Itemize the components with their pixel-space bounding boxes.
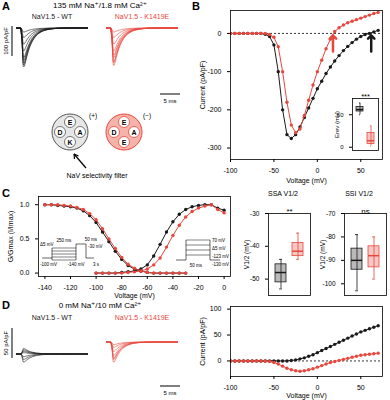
svg-text:E: E bbox=[122, 139, 127, 146]
svg-text:0: 0 bbox=[218, 30, 222, 37]
svg-text:-200: -200 bbox=[207, 106, 221, 113]
svg-text:E: E bbox=[122, 119, 127, 126]
svg-text:K: K bbox=[67, 139, 72, 146]
html-text:135 mM Na⁺/1.8 mM Ca²⁺: 135 mM Na⁺/1.8 mM Ca²⁺ bbox=[53, 1, 147, 10]
svg-text:50 pA/pF: 50 pA/pF bbox=[3, 330, 9, 355]
svg-text:-50: -50 bbox=[269, 167, 279, 174]
svg-text:0: 0 bbox=[315, 384, 319, 391]
svg-text:50: 50 bbox=[214, 331, 222, 338]
svg-text:G/Gmax (I/Imax): G/Gmax (I/Imax) bbox=[7, 211, 15, 263]
svg-text:-20: -20 bbox=[193, 284, 203, 291]
svg-text:-100 mV: -100 mV bbox=[40, 262, 57, 267]
svg-text:3 s: 3 s bbox=[93, 262, 100, 267]
svg-text:(−): (−) bbox=[143, 112, 151, 120]
svg-text:50: 50 bbox=[357, 167, 365, 174]
svg-text:0: 0 bbox=[222, 284, 226, 291]
svg-text:-90: -90 bbox=[326, 256, 336, 263]
svg-text:Current (pA/pF): Current (pA/pF) bbox=[199, 317, 207, 366]
html-text:A: A bbox=[2, 0, 10, 12]
html-text:SSI V1/2: SSI V1/2 bbox=[345, 190, 373, 197]
svg-text:-100: -100 bbox=[223, 384, 237, 391]
svg-text:ns: ns bbox=[361, 207, 369, 216]
svg-text:250 ms: 250 ms bbox=[57, 238, 73, 243]
svg-text:-140 mV: -140 mV bbox=[67, 262, 84, 267]
html-text:D: D bbox=[2, 299, 10, 311]
svg-text:Voltage (mV): Voltage (mV) bbox=[286, 177, 326, 185]
svg-text:Voltage (mV): Voltage (mV) bbox=[114, 292, 154, 300]
svg-text:D: D bbox=[111, 129, 116, 136]
svg-text:Voltage (mV): Voltage (mV) bbox=[286, 392, 326, 400]
svg-text:-80: -80 bbox=[326, 233, 336, 240]
svg-text:0: 0 bbox=[218, 357, 222, 364]
svg-text:D: D bbox=[57, 129, 62, 136]
html-text:NaV1.5 - WT: NaV1.5 - WT bbox=[31, 314, 73, 321]
svg-text:-123 mV: -123 mV bbox=[212, 254, 229, 259]
svg-text:Δ5 mV: Δ5 mV bbox=[212, 246, 226, 251]
svg-text:-70: -70 bbox=[326, 210, 336, 217]
svg-text:-100: -100 bbox=[322, 280, 335, 287]
svg-text:100 pA/pF: 100 pA/pF bbox=[3, 27, 9, 55]
svg-text:-50: -50 bbox=[250, 275, 260, 282]
html-text:C: C bbox=[2, 187, 10, 199]
svg-text:-40: -40 bbox=[168, 284, 178, 291]
svg-text:-100: -100 bbox=[223, 167, 237, 174]
svg-text:**: ** bbox=[286, 207, 292, 216]
svg-text:Erev (mV): Erev (mV) bbox=[334, 111, 340, 138]
svg-text:100: 100 bbox=[210, 305, 222, 312]
svg-text:0: 0 bbox=[340, 144, 344, 150]
svg-text:(+): (+) bbox=[89, 112, 97, 120]
svg-text:50 ms: 50 ms bbox=[190, 263, 203, 268]
svg-text:V1/2 (mV): V1/2 (mV) bbox=[243, 240, 251, 269]
svg-text:1.0: 1.0 bbox=[20, 201, 30, 208]
svg-text:A: A bbox=[77, 129, 82, 136]
svg-text:-120: -120 bbox=[63, 284, 77, 291]
svg-text:-140: -140 bbox=[38, 284, 52, 291]
html-text:B: B bbox=[192, 0, 200, 12]
svg-text:0.5: 0.5 bbox=[20, 235, 30, 242]
svg-text:5 ms: 5 ms bbox=[163, 390, 176, 396]
svg-text:-80: -80 bbox=[117, 284, 127, 291]
svg-text:-60: -60 bbox=[142, 284, 152, 291]
svg-text:V1/2 (mV): V1/2 (mV) bbox=[319, 240, 327, 269]
svg-text:50 ms: 50 ms bbox=[85, 237, 98, 242]
svg-text:-130 mV: -130 mV bbox=[212, 262, 229, 267]
svg-text:-100: -100 bbox=[89, 284, 103, 291]
svg-text:50: 50 bbox=[336, 111, 344, 118]
html-text:NaV1.5 - WT: NaV1.5 - WT bbox=[31, 13, 73, 20]
svg-text:E: E bbox=[68, 119, 73, 126]
svg-text:-40: -40 bbox=[250, 242, 260, 249]
html-text:NaV1.5 - K1419E: NaV1.5 - K1419E bbox=[114, 13, 170, 20]
svg-text:5 ms: 5 ms bbox=[163, 98, 176, 104]
svg-text:-30: -30 bbox=[250, 210, 260, 217]
html-text:SSA V1/2: SSA V1/2 bbox=[268, 190, 298, 197]
svg-text:Current (pA/pF): Current (pA/pF) bbox=[199, 61, 207, 110]
svg-text:-30 mV: -30 mV bbox=[88, 244, 103, 249]
svg-text:0: 0 bbox=[315, 167, 319, 174]
html-text:NaV1.5 - K1419E: NaV1.5 - K1419E bbox=[114, 314, 170, 321]
svg-text:Δ5 mV: Δ5 mV bbox=[40, 242, 54, 247]
svg-text:NaV selectivity filter: NaV selectivity filter bbox=[66, 172, 128, 180]
svg-text:-50: -50 bbox=[269, 384, 279, 391]
svg-text:***: *** bbox=[361, 92, 370, 101]
svg-text:0.0: 0.0 bbox=[20, 269, 30, 276]
svg-text:A: A bbox=[131, 129, 136, 136]
svg-text:-100: -100 bbox=[207, 68, 221, 75]
svg-text:50: 50 bbox=[357, 384, 365, 391]
svg-text:-300: -300 bbox=[207, 144, 221, 151]
html-text:0 mM Na⁺/10 mM Ca²⁺: 0 mM Na⁺/10 mM Ca²⁺ bbox=[58, 301, 142, 310]
svg-text:70 mV: 70 mV bbox=[212, 238, 225, 243]
